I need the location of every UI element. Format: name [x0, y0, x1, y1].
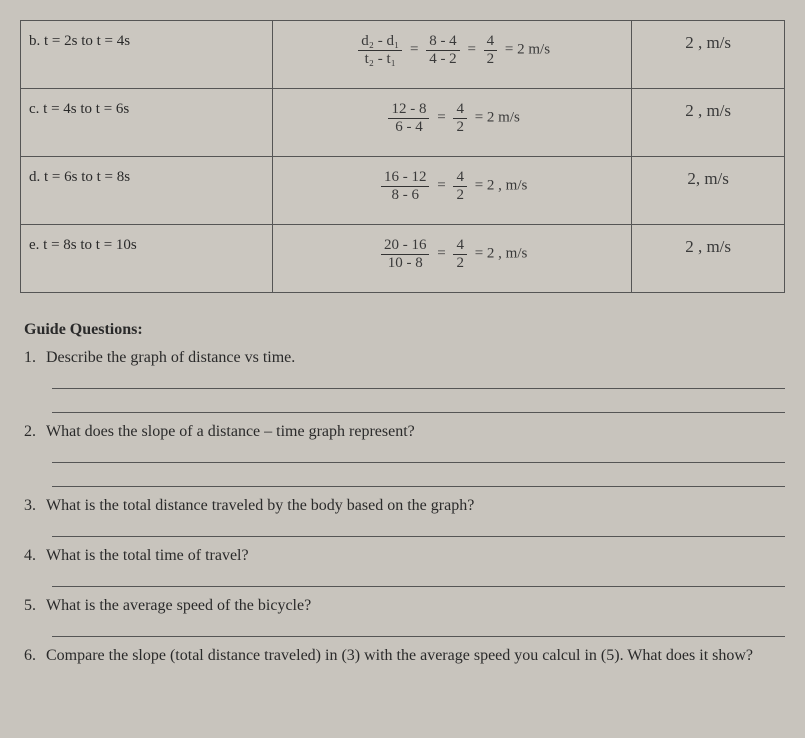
calculation-cell: d₂ - d₁ t₂ - t₁ = 8 - 4 4 - 2 = 4 2 = 2 …	[273, 21, 632, 89]
row-label: b. t = 2s to t = 4s	[29, 33, 130, 49]
calculation-cell: 16 - 12 8 - 6 = 4 2 = 2 , m/s	[273, 157, 632, 225]
answer-cell: 2 , m/s	[632, 21, 785, 89]
answer-line	[52, 367, 785, 389]
answer-cell: 2 , m/s	[632, 225, 785, 293]
answer-line	[52, 515, 785, 537]
calculation-cell: 12 - 8 6 - 4 = 4 2 = 2 m/s	[273, 89, 632, 157]
question-number: 5.	[24, 597, 46, 615]
fraction: 12 - 8 6 - 4	[388, 101, 429, 135]
answer-line	[52, 391, 785, 413]
question-item: 5. What is the average speed of the bicy…	[24, 597, 785, 615]
answer-cell: 2, m/s	[632, 157, 785, 225]
question-number: 3.	[24, 497, 46, 515]
questions-title: Guide Questions:	[24, 321, 785, 339]
row-label: e. t = 8s to t = 10s	[29, 237, 137, 253]
fraction: 20 - 16 10 - 8	[381, 237, 430, 271]
answer-line	[52, 615, 785, 637]
table-row: d. t = 6s to t = 8s 16 - 12 8 - 6 = 4 2 …	[21, 157, 785, 225]
fraction: 4 2	[453, 101, 467, 135]
answer-line	[52, 441, 785, 463]
row-label: c. t = 4s to t = 6s	[29, 101, 129, 117]
fraction: 4 2	[484, 33, 498, 67]
row-label-cell: b. t = 2s to t = 4s	[21, 21, 273, 89]
table-row: e. t = 8s to t = 10s 20 - 16 10 - 8 = 4 …	[21, 225, 785, 293]
question-text: Compare the slope (total distance travel…	[46, 647, 785, 665]
answer-line	[52, 565, 785, 587]
question-number: 2.	[24, 423, 46, 441]
question-item: 4. What is the total time of travel?	[24, 547, 785, 565]
fraction: 4 2	[453, 237, 467, 271]
worksheet-table: b. t = 2s to t = 4s d₂ - d₁ t₂ - t₁ = 8 …	[20, 20, 785, 293]
calculation-cell: 20 - 16 10 - 8 = 4 2 = 2 , m/s	[273, 225, 632, 293]
question-item: 1. Describe the graph of distance vs tim…	[24, 349, 785, 367]
table-row: c. t = 4s to t = 6s 12 - 8 6 - 4 = 4 2 =…	[21, 89, 785, 157]
row-label: d. t = 6s to t = 8s	[29, 169, 130, 185]
fraction: d₂ - d₁ t₂ - t₁	[358, 33, 402, 67]
table-row: b. t = 2s to t = 4s d₂ - d₁ t₂ - t₁ = 8 …	[21, 21, 785, 89]
fraction: 16 - 12 8 - 6	[381, 169, 430, 203]
row-label-cell: c. t = 4s to t = 6s	[21, 89, 273, 157]
question-item: 2. What does the slope of a distance – t…	[24, 423, 785, 441]
question-item: 3. What is the total distance traveled b…	[24, 497, 785, 515]
question-text: What is the average speed of the bicycle…	[46, 597, 785, 615]
question-text: Describe the graph of distance vs time.	[46, 349, 785, 367]
row-label-cell: e. t = 8s to t = 10s	[21, 225, 273, 293]
question-number: 6.	[24, 647, 46, 665]
question-item: 6. Compare the slope (total distance tra…	[24, 647, 785, 665]
question-text: What is the total distance traveled by t…	[46, 497, 785, 515]
question-list: 1. Describe the graph of distance vs tim…	[24, 349, 785, 665]
guide-questions-section: Guide Questions: 1. Describe the graph o…	[20, 321, 785, 665]
fraction: 8 - 4 4 - 2	[426, 33, 460, 67]
answer-cell: 2 , m/s	[632, 89, 785, 157]
question-number: 4.	[24, 547, 46, 565]
question-text: What does the slope of a distance – time…	[46, 423, 785, 441]
fraction: 4 2	[453, 169, 467, 203]
row-label-cell: d. t = 6s to t = 8s	[21, 157, 273, 225]
answer-line	[52, 465, 785, 487]
question-text: What is the total time of travel?	[46, 547, 785, 565]
question-number: 1.	[24, 349, 46, 367]
